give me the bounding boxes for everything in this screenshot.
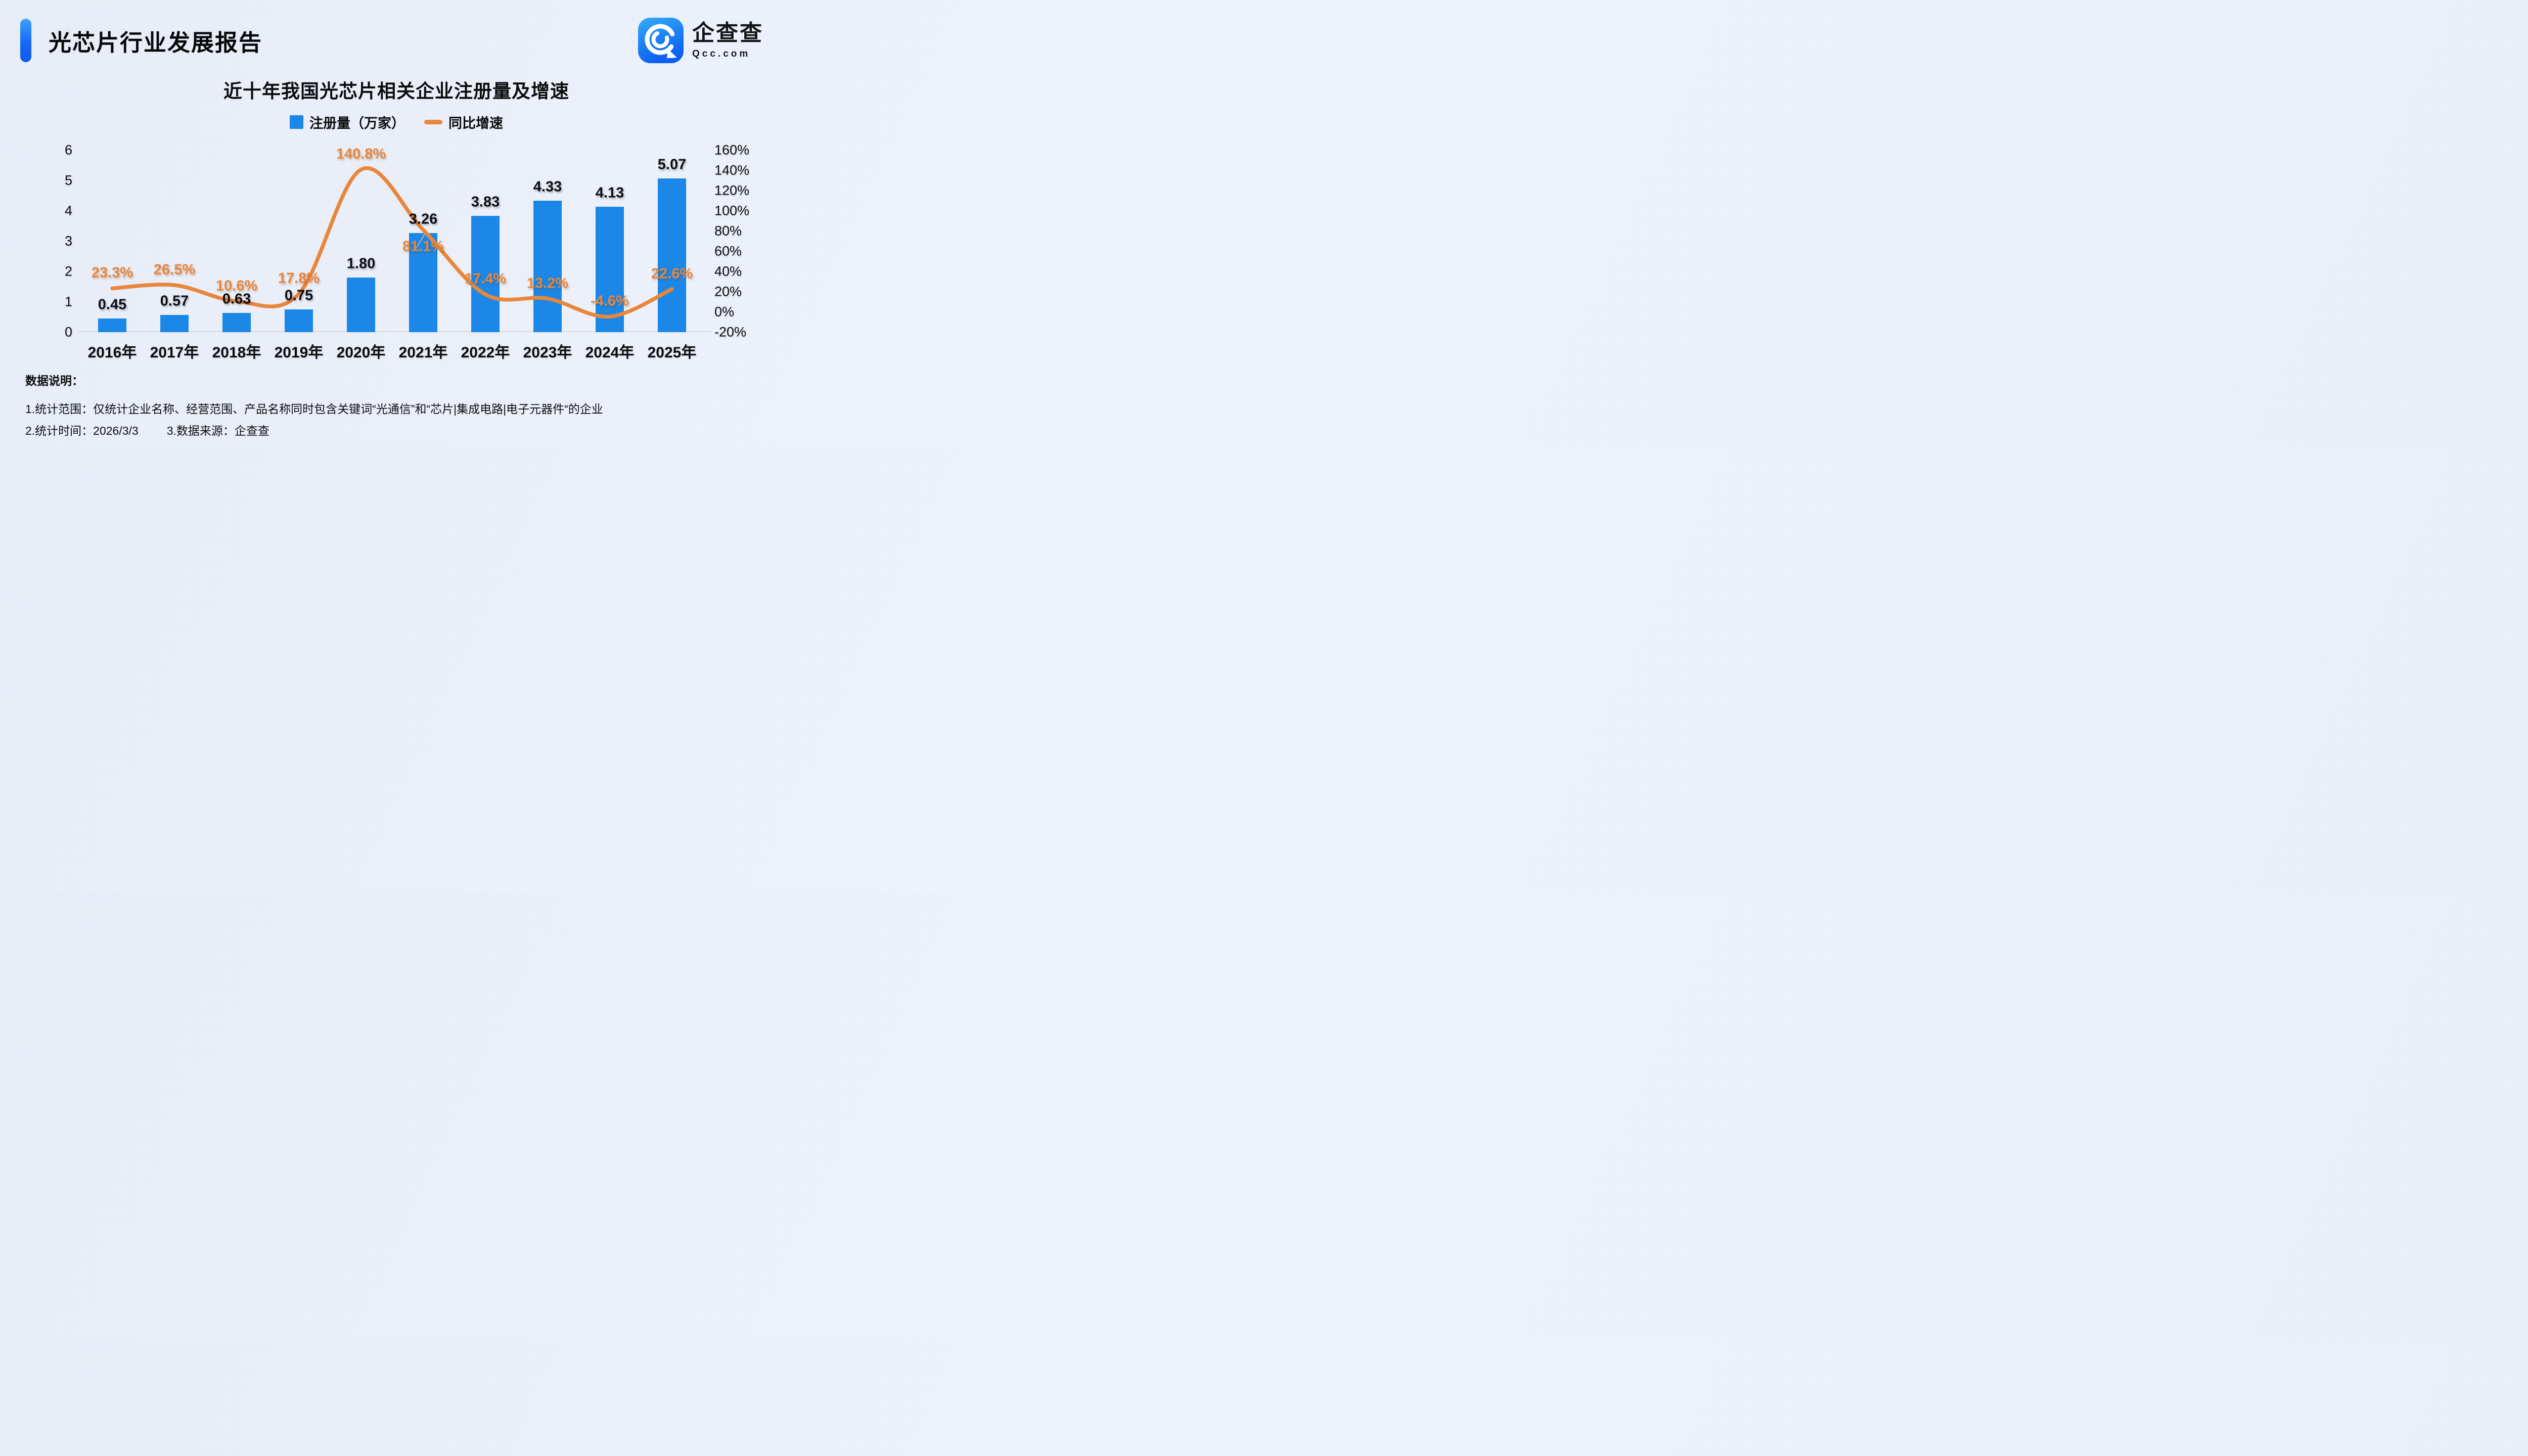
bar-value-label: 3.83 xyxy=(471,194,500,210)
x-axis-label: 2023年 xyxy=(523,344,572,361)
notes-heading: 数据说明： xyxy=(25,374,83,387)
growth-rate-label: 22.6% xyxy=(651,265,693,282)
chart-legend: 注册量（万家） 同比增速 xyxy=(0,112,793,132)
bar-value-label: 4.13 xyxy=(595,185,624,201)
growth-rate-label: 17.4% xyxy=(464,270,507,287)
bar xyxy=(658,178,686,332)
left-axis-tick: 2 xyxy=(64,263,72,279)
note-meta: 2.统计时间：2026/3/3 3.数据来源：企查查 xyxy=(25,421,269,438)
bar-value-label: 4.33 xyxy=(533,178,562,195)
growth-rate-label: 23.3% xyxy=(91,264,133,281)
label-leader-line xyxy=(415,233,426,249)
x-axis-label: 2016年 xyxy=(87,344,137,361)
line-series-swatch xyxy=(424,120,442,124)
left-axis-tick: 0 xyxy=(64,324,72,340)
x-axis-label: 2019年 xyxy=(274,344,324,361)
right-axis-tick: 140% xyxy=(714,162,750,178)
right-axis-tick: 120% xyxy=(714,183,750,198)
bar-value-label: 0.63 xyxy=(222,291,251,307)
right-axis-tick: 60% xyxy=(714,243,742,259)
bar-value-label: 0.75 xyxy=(284,287,313,304)
right-axis-tick: 160% xyxy=(714,142,750,158)
qcc-logo-name: 企查查 xyxy=(692,21,763,46)
qcc-logo-icon xyxy=(638,18,684,63)
growth-rate-label: -4.6% xyxy=(591,293,629,309)
note-scope: 1.统计范围：仅统计企业名称、经营范围、产品名称同时包含关键词“光通信”和“芯片… xyxy=(25,402,603,416)
right-axis-tick: -20% xyxy=(714,324,747,340)
bar xyxy=(98,318,126,332)
right-axis-tick: 40% xyxy=(714,263,742,279)
left-axis-tick: 4 xyxy=(64,203,72,218)
x-axis-label: 2024年 xyxy=(585,344,635,361)
bar-series-swatch xyxy=(290,115,303,129)
x-axis-label: 2018年 xyxy=(212,344,261,361)
bar xyxy=(222,313,251,332)
qcc-logo-domain: Qcc.com xyxy=(692,49,751,59)
bar-value-label: 3.26 xyxy=(409,211,438,228)
right-axis-tick: 0% xyxy=(714,304,735,320)
bar-series-label: 注册量（万家） xyxy=(309,116,405,131)
growth-line xyxy=(110,166,674,319)
line-series-label: 同比增速 xyxy=(448,116,503,131)
x-axis-label: 2020年 xyxy=(336,344,386,361)
note-data-source: 3.数据来源：企查查 xyxy=(166,424,269,437)
qcc-logo: 企查查 Qcc.com xyxy=(638,17,763,64)
growth-rate-label: 26.5% xyxy=(153,261,196,278)
title-accent-bar xyxy=(20,19,31,62)
growth-line-path xyxy=(110,166,674,319)
x-axis-line xyxy=(78,331,711,332)
x-axis-label: 2017年 xyxy=(150,344,199,361)
bar xyxy=(409,233,437,332)
x-axis-label: 2021年 xyxy=(398,344,448,361)
page-title: 光芯片行业发展报告 xyxy=(49,30,263,56)
bar xyxy=(285,309,313,332)
bar-value-label: 1.80 xyxy=(346,255,376,272)
bar xyxy=(471,216,500,332)
bar-value-label: 5.07 xyxy=(657,156,687,173)
right-axis-tick: 80% xyxy=(714,223,742,239)
bar xyxy=(347,278,375,332)
x-axis-label: 2022年 xyxy=(461,344,510,361)
left-axis-tick: 5 xyxy=(64,172,72,188)
bar-value-label: 0.57 xyxy=(160,293,189,309)
left-axis-tick: 3 xyxy=(64,233,72,249)
growth-rate-label: 81.1% xyxy=(402,238,444,255)
chart-title: 近十年我国光芯片相关企业注册量及增速 xyxy=(223,81,569,102)
bar-value-label: 0.45 xyxy=(98,296,127,313)
growth-rate-label: 17.8% xyxy=(278,270,320,287)
growth-rate-label: 10.6% xyxy=(215,278,258,294)
x-axis-label: 2025年 xyxy=(647,344,697,361)
combo-chart: 6 5 4 3 2 1 0 160% 140% 120% 100% 80% 60% 40% 20% 0% -2… xyxy=(0,0,793,446)
growth-rate-label: 13.2% xyxy=(526,275,569,292)
right-axis-tick: 20% xyxy=(714,284,742,299)
note-stat-time: 2.统计时间：2026/3/3 xyxy=(25,424,139,437)
bar xyxy=(533,201,562,332)
growth-rate-label: 140.8% xyxy=(336,146,386,162)
right-axis-tick: 100% xyxy=(714,203,750,218)
left-axis-tick: 1 xyxy=(64,294,72,309)
left-axis-tick: 6 xyxy=(64,142,72,158)
bar xyxy=(596,207,624,332)
bar xyxy=(160,314,189,332)
